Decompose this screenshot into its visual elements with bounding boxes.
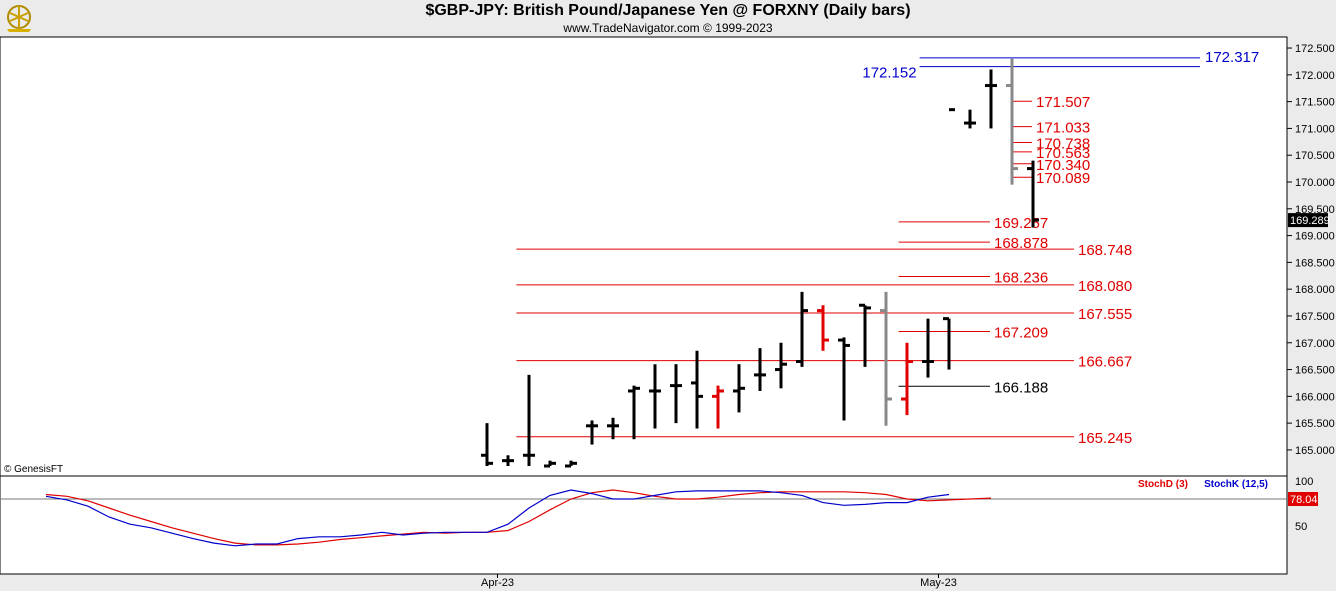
price-tick-label: 165.500: [1295, 418, 1335, 430]
stoch-last-label: 78.04: [1290, 494, 1318, 506]
stoch-d-legend: StochD (3): [1138, 479, 1188, 490]
price-tick-label: 166.000: [1295, 391, 1335, 403]
price-panel: [0, 36, 1288, 477]
level-label: 165.245: [1078, 430, 1132, 447]
bars-layer: [481, 58, 1039, 468]
time-tick-label: Apr-23: [481, 577, 514, 589]
price-tick-label: 168.000: [1295, 284, 1335, 296]
price-axis: 172.500 172.000 171.500 171.000 170.500 170.0…: [1287, 43, 1335, 457]
price-tick-label: 171.000: [1295, 123, 1335, 135]
level-label: 166.667: [1078, 354, 1132, 371]
price-tick-label: 172.000: [1295, 70, 1335, 82]
chart-subtitle: www.TradeNavigator.com © 1999-2023: [563, 21, 773, 35]
last-price-marker: [1288, 213, 1328, 228]
stoch-last-marker: [1288, 492, 1318, 506]
time-tick-label: May-23: [920, 577, 957, 589]
level-label: 171.033: [1036, 120, 1090, 137]
level-label: 170.340: [1036, 157, 1090, 174]
level-label: 168.748: [1078, 242, 1132, 259]
price-tick-label: 169.500: [1295, 204, 1335, 216]
level-label: 168.080: [1078, 278, 1132, 295]
levels-layer: 172.317 172.152 171.507 171.033170.738170.5…: [516, 49, 1259, 447]
level-label: 168.236: [994, 270, 1048, 287]
price-tick-label: 171.500: [1295, 97, 1335, 109]
credit-label: © GenesisFT: [4, 464, 63, 475]
level-label: 166.188: [994, 379, 1048, 396]
price-tick-label: 165.000: [1295, 445, 1335, 457]
stoch-tick-label: 100: [1295, 476, 1313, 488]
level-label: 169.257: [994, 215, 1048, 232]
navigator-logo-icon: [4, 3, 34, 33]
price-tick-label: 167.500: [1295, 311, 1335, 323]
price-tick-label: 170.500: [1295, 150, 1335, 162]
price-tick-label: 167.000: [1295, 338, 1335, 350]
price-tick-label: 172.500: [1295, 43, 1335, 55]
stochastic-layer: 100 50 78.04 StochD (3) StochK (12,5): [0, 476, 1318, 547]
level-label: 170.563: [1036, 145, 1090, 162]
stoch-k-legend: StochK (12,5): [1204, 479, 1268, 490]
stoch-k-line: [45, 489, 950, 547]
level-label: 172.317: [1205, 49, 1259, 66]
level-label: 172.152: [862, 65, 916, 82]
level-label: 168.878: [994, 235, 1048, 252]
last-price-label: 169.289: [1290, 215, 1330, 227]
level-label: 167.209: [994, 325, 1048, 342]
stoch-d-line: [45, 489, 992, 546]
level-label: 171.507: [1036, 94, 1090, 111]
level-label: 170.738: [1036, 135, 1090, 152]
time-axis: Apr-23 May-23: [481, 574, 957, 589]
level-label: 170.089: [1036, 170, 1090, 187]
oscillator-panel: [0, 475, 1288, 575]
stoch-tick-label: 50: [1295, 521, 1307, 533]
chart-title: $GBP-JPY: British Pound/Japanese Yen @ F…: [425, 2, 911, 19]
price-tick-label: 166.500: [1295, 365, 1335, 377]
price-tick-label: 168.500: [1295, 257, 1335, 269]
level-label: 167.555: [1078, 306, 1132, 323]
price-tick-label: 170.000: [1295, 177, 1335, 189]
price-tick-label: 169.000: [1295, 231, 1335, 243]
